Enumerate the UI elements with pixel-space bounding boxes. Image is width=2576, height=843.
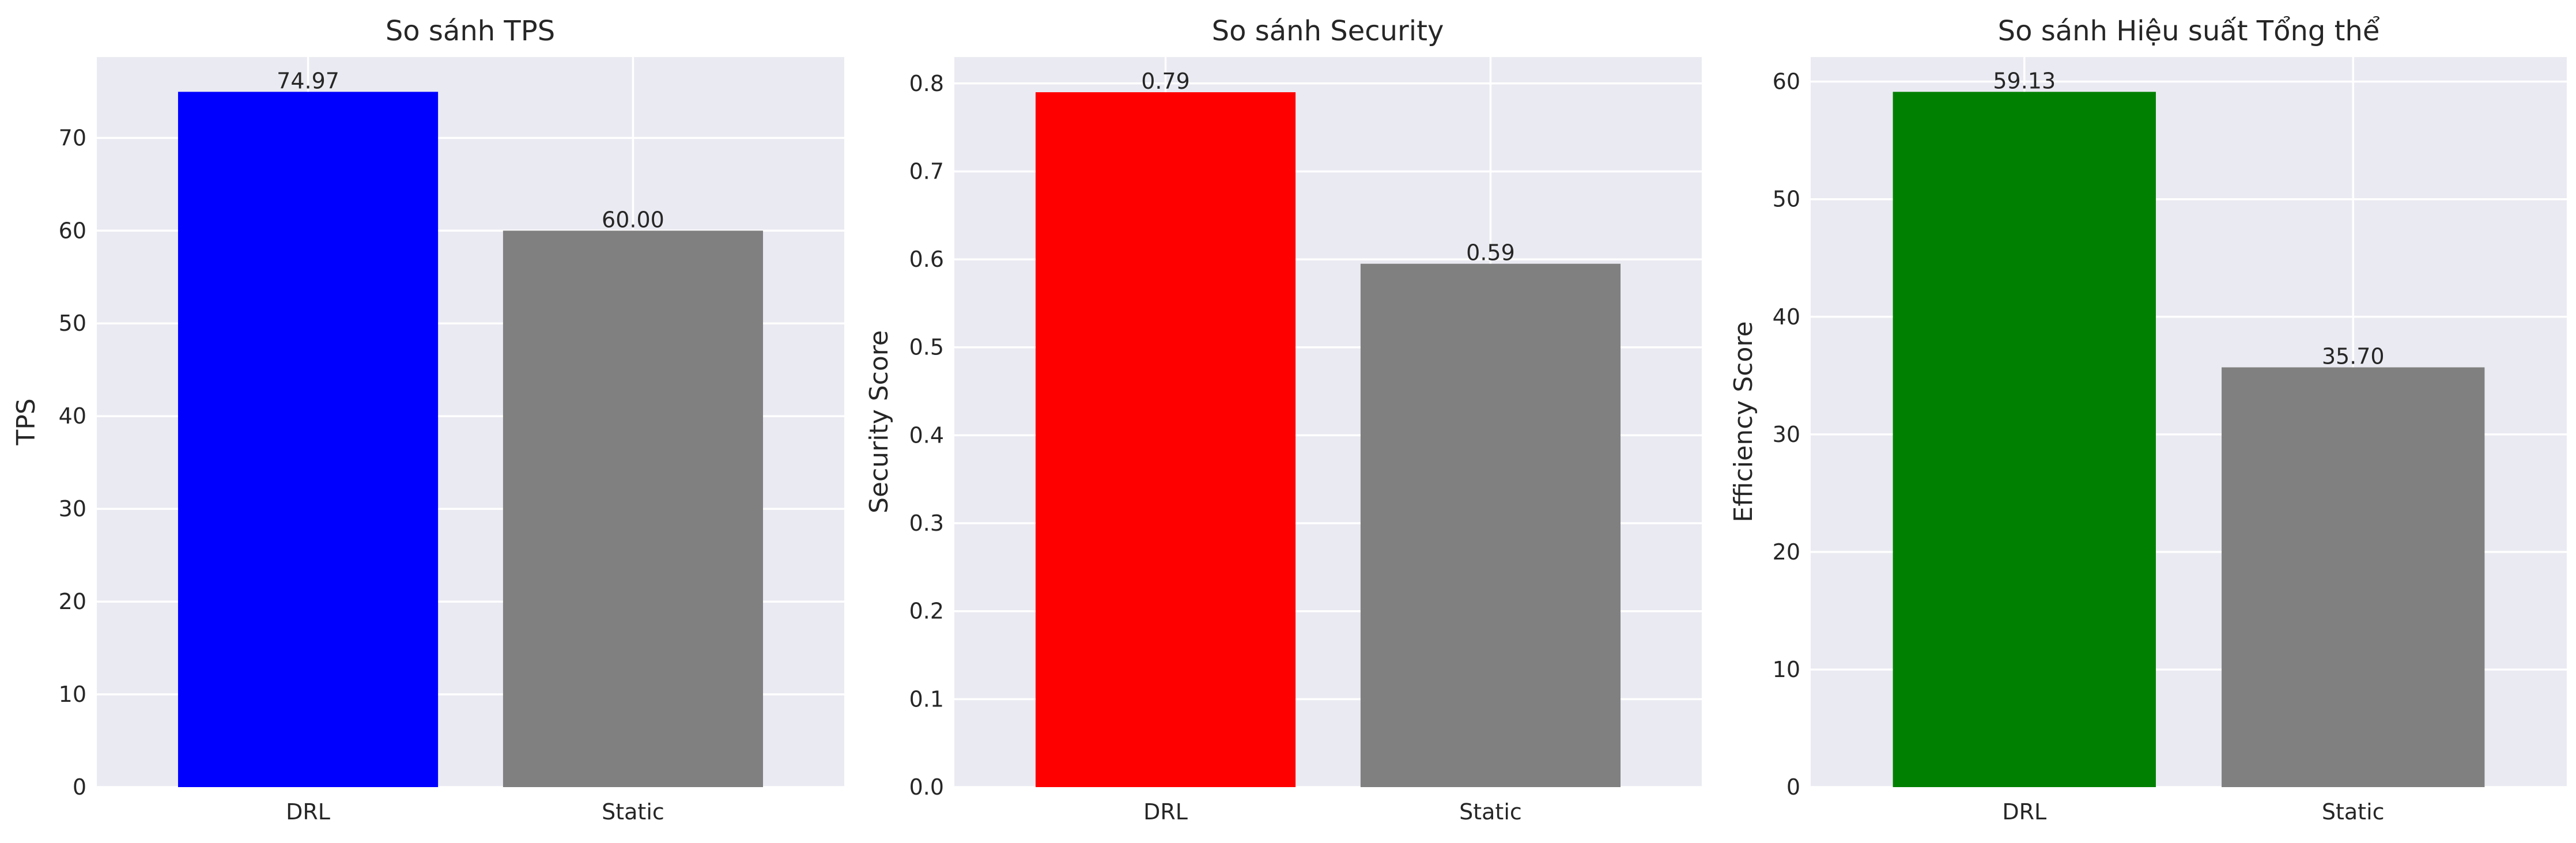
chart-title: So sánh TPS [386,15,555,47]
y-tick-label: 20 [1773,539,1800,565]
y-tick-label: 30 [59,496,86,521]
y-tick-label: 40 [1773,304,1800,330]
chart-panel-tps: 74.97 60.00 0 10 20 30 40 50 60 70 DRL Static So … [12,15,844,825]
data-labels: 0.79 0.59 [1141,69,1515,266]
y-axis-ticks: 0 10 20 30 40 50 60 70 [59,125,86,800]
x-tick-label: DRL [2002,799,2046,825]
y-tick-label: 0.1 [909,686,944,712]
y-tick-label: 10 [59,682,86,707]
y-tick-label: 10 [1773,657,1800,682]
y-tick-label: 0 [73,774,86,800]
x-tick-label: Static [2322,799,2385,825]
x-tick-label: DRL [1143,799,1188,825]
data-labels: 59.13 35.70 [1993,68,2384,369]
bar-static [2222,367,2485,787]
y-axis-title: Security Score [864,330,894,513]
bars [1035,92,1621,788]
y-tick-label: 50 [1773,187,1800,212]
y-axis-ticks: 0.0 0.1 0.2 0.3 0.4 0.5 0.6 0.7 0.8 [909,71,944,800]
chart-title: So sánh Security [1212,15,1444,47]
x-axis-ticks: DRL Static [1143,799,1522,825]
y-tick-label: 0.2 [909,599,944,624]
bar-value-label: 35.70 [2322,344,2385,369]
y-tick-label: 0.7 [909,158,944,184]
y-tick-label: 60 [59,218,86,243]
bar-value-label: 0.59 [1466,240,1515,266]
y-axis-ticks: 0 10 20 30 40 50 60 [1773,69,1800,800]
y-tick-label: 50 [59,311,86,336]
y-tick-label: 0.3 [909,511,944,536]
bar-value-label: 0.79 [1141,69,1190,94]
chart-title: So sánh Hiệu suất Tổng thể [1998,15,2380,47]
y-tick-label: 0 [1786,774,1800,800]
data-labels: 74.97 60.00 [277,68,664,232]
bar-static [503,230,764,787]
bar-static [1360,263,1621,788]
y-axis-title: TPS [12,398,41,445]
y-tick-label: 0.8 [909,71,944,96]
chart-panel-security: 0.79 0.59 0.0 0.1 0.2 0.3 0.4 0.5 0.6 0.7 0.8 DRL… [864,15,1702,825]
x-axis-ticks: DRL Static [286,799,664,825]
y-tick-label: 40 [59,403,86,429]
x-tick-label: Static [1459,799,1522,825]
y-tick-label: 30 [1773,422,1800,447]
y-tick-label: 70 [59,125,86,150]
bar-value-label: 74.97 [277,68,339,93]
x-axis-ticks: DRL Static [2002,799,2384,825]
y-tick-label: 0.0 [909,774,944,800]
x-tick-label: Static [602,799,664,825]
bars [1893,92,2485,787]
y-tick-label: 0.6 [909,247,944,272]
bar-value-label: 60.00 [602,207,664,232]
bar-drl [1893,92,2156,787]
y-tick-label: 0.5 [909,335,944,360]
y-tick-label: 60 [1773,69,1800,94]
x-tick-label: DRL [286,799,330,825]
y-tick-label: 0.4 [909,422,944,448]
y-axis-title: Efficiency Score [1729,321,1758,522]
bar-drl [1035,92,1296,787]
bar-value-label: 59.13 [1993,68,2056,93]
bars [177,92,764,787]
bar-drl [177,92,439,787]
y-tick-label: 20 [59,589,86,614]
chart-panel-efficiency: 59.13 35.70 0 10 20 30 40 50 60 DRL Static So sá… [1729,15,2567,825]
